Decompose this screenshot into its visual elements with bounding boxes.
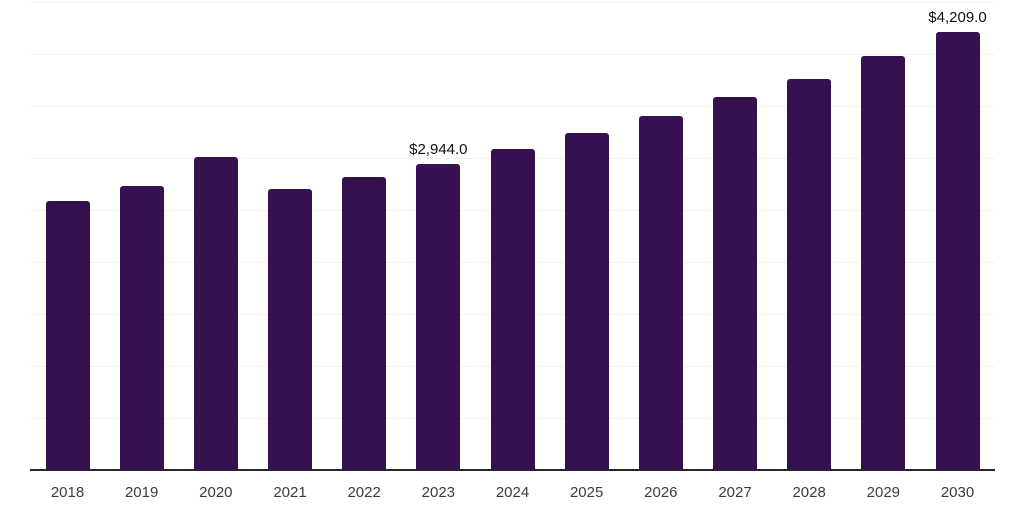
value-label-2030: $4,209.0 — [928, 9, 987, 27]
x-tick-label-2020: 2020 — [199, 484, 233, 501]
bar-2018 — [45, 200, 90, 470]
bar-2024 — [490, 148, 535, 470]
bar-2025 — [564, 132, 609, 470]
bar-2019 — [119, 186, 164, 470]
gridline-3500 — [30, 106, 995, 107]
bar-2023 — [416, 163, 461, 470]
x-tick-label-2019: 2019 — [124, 484, 159, 501]
bar-2030 — [935, 32, 980, 470]
bar-2020 — [193, 156, 238, 470]
bar-2026 — [638, 115, 683, 470]
x-tick-label-2027: 2027 — [718, 484, 752, 501]
bar-2028 — [787, 78, 832, 470]
bar-2027 — [713, 96, 757, 470]
x-tick-label-2025: 2025 — [569, 484, 604, 501]
bar-2029 — [861, 55, 906, 470]
bar-2022 — [342, 177, 387, 470]
gridline-4000 — [30, 54, 995, 55]
x-tick-label-2021: 2021 — [273, 484, 307, 501]
value-label-2023: $2,944.0 — [409, 140, 468, 158]
x-tick-label-2018: 2018 — [50, 484, 85, 501]
bar-2021 — [268, 188, 312, 470]
x-tick-label-2023: 2023 — [421, 484, 456, 501]
x-tick-label-2030: 2030 — [940, 484, 975, 501]
x-tick-label-2024: 2024 — [495, 484, 530, 501]
x-tick-label-2029: 2029 — [866, 484, 901, 501]
x-tick-label-2026: 2026 — [644, 484, 678, 501]
gridline-4500 — [30, 2, 995, 3]
x-tick-label-2022: 2022 — [347, 484, 381, 501]
x-axis-line — [30, 469, 995, 471]
x-tick-label-2028: 2028 — [792, 484, 826, 501]
